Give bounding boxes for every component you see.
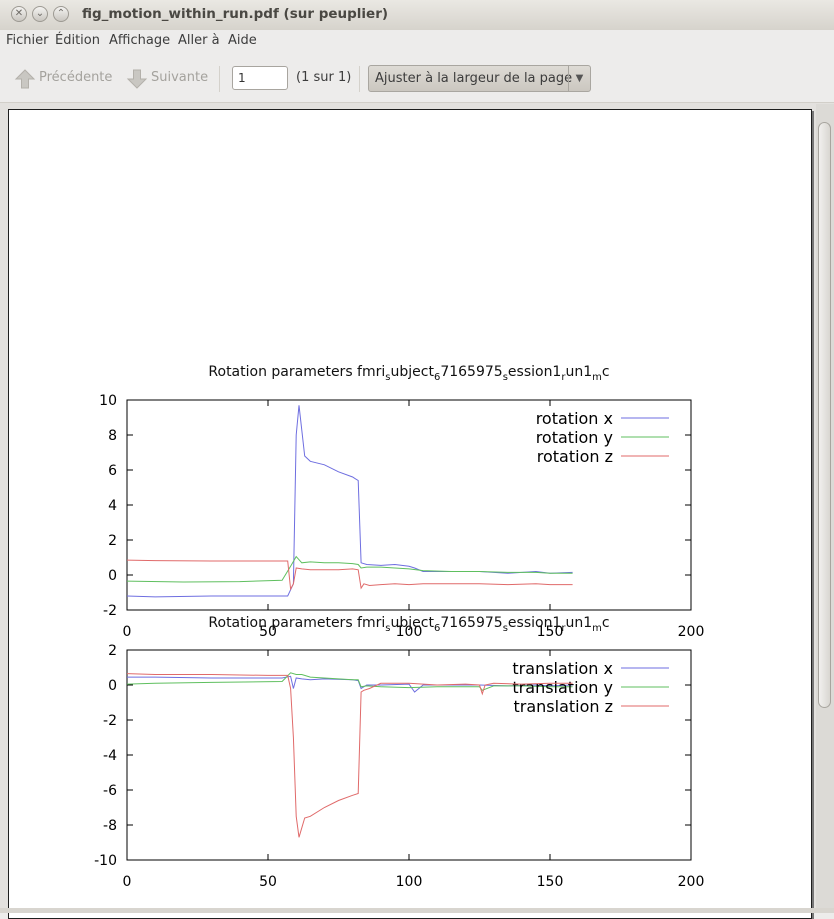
chevron-up-icon: ⌃ <box>56 8 66 19</box>
chart-2: Rotation parameters fmrisubject67165975s… <box>94 615 704 890</box>
zoom-select[interactable]: Ajuster à la largeur de la page ▼ <box>368 65 591 92</box>
chart-1: Rotation parameters fmrisubject67165975s… <box>99 364 704 640</box>
x-tick-label: 100 <box>396 874 423 890</box>
minimize-window-button[interactable]: ⌄ <box>32 6 48 22</box>
down-arrow-icon <box>126 69 148 89</box>
dropdown-arrow-icon: ▼ <box>568 66 590 91</box>
y-tick-label: -2 <box>103 713 117 729</box>
menu-bar: Fichier Édition Affichage Aller à Aide <box>0 30 834 52</box>
y-tick-label: -6 <box>103 783 117 799</box>
previous-page-button[interactable]: Précédente <box>14 68 114 90</box>
close-window-button[interactable]: ✕ <box>11 6 27 22</box>
pdf-page: Rotation parameters fmrisubject67165975s… <box>8 109 812 919</box>
series-line-translation-z <box>126 673 573 838</box>
legend-label: rotation y <box>536 428 613 447</box>
up-arrow-icon <box>14 69 36 89</box>
menu-edition[interactable]: Édition <box>55 33 100 48</box>
toolbar: Précédente Suivante (1 sur 1) Ajuster à … <box>0 56 834 103</box>
next-page-button[interactable]: Suivante <box>126 68 210 90</box>
previous-page-label: Précédente <box>39 70 113 85</box>
maximize-window-button[interactable]: ⌃ <box>53 6 69 22</box>
close-icon: ✕ <box>14 8 24 19</box>
zoom-select-value: Ajuster à la largeur de la page <box>375 71 573 86</box>
series-line-rotation-y <box>126 555 573 583</box>
legend-label: rotation z <box>537 447 613 466</box>
y-tick-label: -10 <box>94 853 117 869</box>
x-tick-label: 150 <box>537 874 564 890</box>
x-tick-label: 100 <box>396 624 423 640</box>
chart-title: Rotation parameters fmrisubject67165975s… <box>208 364 609 383</box>
x-tick-label: 200 <box>678 624 705 640</box>
y-tick-label: 8 <box>108 428 117 444</box>
next-page-label: Suivante <box>151 70 209 85</box>
document-viewport[interactable]: Rotation parameters fmrisubject67165975s… <box>0 103 834 919</box>
y-tick-label: -2 <box>103 603 117 619</box>
series-line-rotation-z <box>126 559 573 591</box>
x-tick-label: 0 <box>123 624 132 640</box>
menu-aide[interactable]: Aide <box>228 33 257 48</box>
y-tick-label: 2 <box>108 533 117 549</box>
x-tick-label: 200 <box>678 874 705 890</box>
y-tick-label: 6 <box>108 463 117 479</box>
chevron-down-icon: ⌄ <box>35 8 45 19</box>
series-line-rotation-x <box>126 405 573 598</box>
vertical-scrollbar[interactable] <box>816 104 834 908</box>
menu-aller[interactable]: Aller à <box>178 33 220 48</box>
legend-label: translation z <box>513 697 613 716</box>
menu-affichage[interactable]: Affichage <box>109 33 171 48</box>
x-tick-label: 0 <box>123 874 132 890</box>
series-line-translation-y <box>126 672 573 691</box>
x-tick-label: 150 <box>537 624 564 640</box>
y-tick-label: 2 <box>108 643 117 659</box>
y-tick-label: 0 <box>108 568 117 584</box>
legend-label: translation y <box>512 678 613 697</box>
legend-label: translation x <box>512 659 613 678</box>
toolbar-separator <box>359 66 360 92</box>
figure: Rotation parameters fmrisubject67165975s… <box>94 364 704 890</box>
y-tick-label: -8 <box>103 818 117 834</box>
y-tick-label: 10 <box>99 393 117 409</box>
legend-label: rotation x <box>536 409 613 428</box>
scrollbar-thumb[interactable] <box>818 122 831 708</box>
y-tick-label: -4 <box>103 748 117 764</box>
y-tick-label: 0 <box>108 678 117 694</box>
window-title: fig_motion_within_run.pdf (sur peuplier) <box>82 6 389 22</box>
horizontal-scrollbar[interactable] <box>0 908 834 913</box>
y-tick-label: 4 <box>108 498 117 514</box>
toolbar-separator <box>219 66 220 92</box>
x-tick-label: 50 <box>259 874 277 890</box>
page-count-label: (1 sur 1) <box>296 70 352 85</box>
chart-title: Rotation parameters fmrisubject67165975s… <box>208 615 609 634</box>
menu-fichier[interactable]: Fichier <box>6 33 49 48</box>
x-tick-label: 50 <box>259 624 277 640</box>
title-bar: ✕ ⌄ ⌃ fig_motion_within_run.pdf (sur peu… <box>0 0 834 31</box>
page-number-input[interactable] <box>232 66 288 90</box>
series-line-translation-x <box>127 675 573 693</box>
